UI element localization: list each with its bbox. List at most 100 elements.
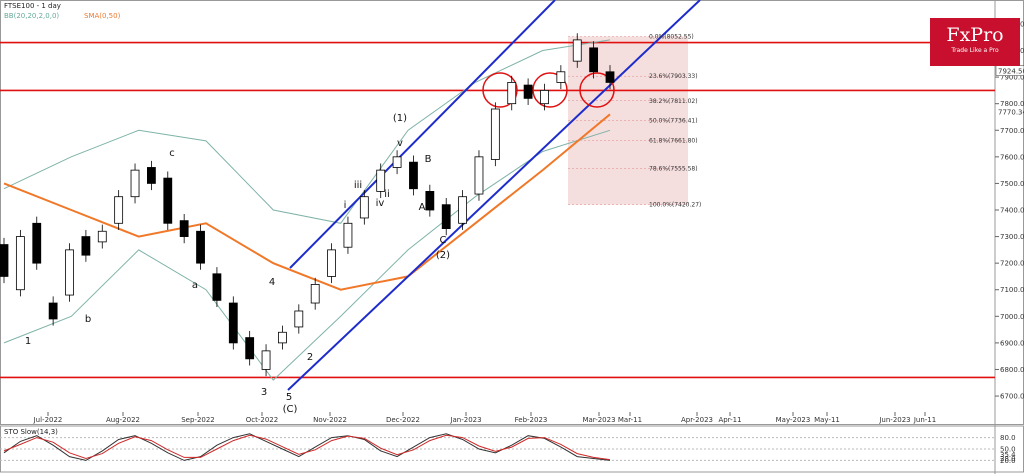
candle-body: [474, 156, 484, 195]
candle-body: [130, 169, 140, 198]
sma-line: [3, 113, 611, 291]
candle-body: [278, 331, 287, 344]
symbol-title: FTSE100 - 1 day: [4, 2, 61, 10]
bollinger-upper: [3, 39, 611, 224]
sto-line: [3, 433, 611, 461]
fib-label: 50.0%(7736.41): [649, 118, 698, 125]
candle-body: [572, 39, 582, 62]
candle-body: [589, 47, 599, 73]
sto-tick-label: 80.0: [1000, 434, 1016, 442]
y-tick-label: 7700.00: [1000, 127, 1024, 135]
x-tick-label: Apr-2023: [681, 416, 713, 424]
x-tick-label: Nov-2022: [313, 416, 347, 424]
wave-label: iv: [376, 198, 385, 209]
candle-body: [392, 156, 402, 168]
price-axis: 8100.008000.007900.007800.007700.007600.…: [995, 20, 1024, 401]
bollinger-lower: [3, 129, 611, 381]
candle-body: [0, 244, 9, 277]
bollinger-bands: [3, 39, 611, 381]
y-tick-label: 7200.00: [1000, 260, 1024, 268]
candle-body: [343, 222, 353, 248]
wave-label: A: [419, 202, 426, 213]
x-tick-label: May-11: [814, 416, 840, 424]
candle-body: [441, 204, 451, 230]
candle-body: [458, 196, 467, 224]
sma50-line: [3, 113, 611, 291]
horizontal-levels: [0, 41, 995, 379]
y-tick-label: 7800.00: [1000, 100, 1024, 108]
wave-label: v: [397, 138, 403, 149]
x-tick-label: Oct-2022: [246, 416, 278, 424]
wave-label: 3: [261, 387, 267, 398]
x-tick-label: Jul-2022: [33, 416, 63, 424]
candle-body: [179, 220, 189, 237]
x-tick-label: Sep-2022: [181, 416, 215, 424]
wave-label: c: [169, 148, 175, 159]
candle-body: [310, 284, 320, 304]
channel-upper: [289, 0, 556, 269]
fxpro-logo: FxPro Trade Like a Pro: [930, 18, 1020, 66]
wave-label: B: [425, 154, 432, 165]
candle-body: [507, 82, 517, 105]
wave-label: iii: [354, 180, 362, 191]
logo-brand: FxPro: [946, 24, 1004, 46]
y-tick-label: 7400.00: [1000, 207, 1024, 215]
x-tick-label: Mar-11: [618, 416, 642, 424]
candle-body: [114, 196, 124, 224]
highlight-circle: [532, 72, 568, 108]
candle-body: [409, 161, 418, 190]
candle-body: [15, 236, 25, 291]
x-tick-label: Dec-2022: [386, 416, 420, 424]
wave-label: (1): [393, 113, 407, 124]
y-tick-label: 7900.00: [1000, 74, 1024, 82]
candle-body: [327, 249, 336, 277]
candle-body: [32, 222, 42, 264]
x-tick-label: Mar-2023: [582, 416, 615, 424]
wave-label: 4: [269, 277, 275, 288]
channel-lower: [287, 0, 701, 391]
sma-price-label: 7770.34: [998, 109, 1024, 117]
fib-label: 38.2%(7811.02): [649, 98, 698, 105]
x-tick-label: Aug-2022: [106, 416, 140, 424]
sma-label: SMA(0,50): [84, 12, 121, 20]
candle-body: [540, 89, 549, 105]
wave-label: i: [344, 200, 347, 211]
candle-body: [294, 310, 304, 328]
candle-body: [261, 350, 271, 370]
y-tick-label: 7500.00: [1000, 180, 1024, 188]
time-axis: Jul-2022 Aug-2022 Sep-2022 Oct-2022 Nov-2022…: [33, 412, 936, 424]
sto-label: STO Slow(14,3): [4, 428, 58, 436]
fib-label: 0.0%(8052.55): [649, 34, 694, 41]
candle-body: [425, 190, 435, 211]
y-tick-label: 6900.00: [1000, 339, 1024, 347]
trend-channel: [287, 0, 701, 391]
x-tick-label: Feb-2023: [515, 416, 548, 424]
fib-label: 100.0%(7420.27): [649, 202, 701, 209]
candle-body: [523, 84, 533, 99]
wave-label: (2): [436, 250, 450, 261]
highlight-circle: [482, 72, 518, 108]
wave-label: 1: [25, 336, 31, 347]
fib-label: 23.6%(7903.33): [649, 73, 698, 80]
sto-tick-label: 20.0: [1000, 457, 1016, 465]
bb-label: BB(20,20,2,0,0): [4, 12, 60, 20]
candle-body: [196, 230, 205, 264]
candle-body: [359, 196, 369, 219]
wave-label: 5: [286, 392, 292, 403]
x-tick-label: Jan-2023: [449, 416, 481, 424]
logo-tagline: Trade Like a Pro: [951, 47, 999, 54]
main-frame: [0, 0, 1024, 425]
wave-label: C: [440, 235, 447, 246]
candle-body: [245, 337, 255, 360]
current-price-label: 7924.50: [998, 68, 1024, 76]
candles: [0, 33, 615, 377]
sto-panel: 80.0 50.0 20.035.428.0: [0, 425, 1024, 473]
wave-label: 2: [307, 352, 313, 363]
y-tick-label: 6800.00: [1000, 366, 1024, 374]
fib-label: 78.6%(7555.58): [649, 166, 698, 173]
y-tick-label: 6700.00: [1000, 393, 1024, 401]
wave-label: ii: [384, 189, 390, 200]
candle-body: [605, 71, 615, 83]
